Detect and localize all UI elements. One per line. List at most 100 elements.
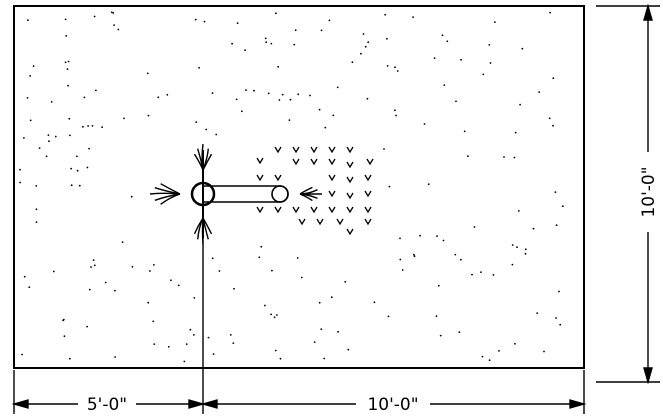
flow-arrow-marker bbox=[364, 218, 372, 226]
stipple-dot bbox=[399, 258, 402, 261]
stipple-dot bbox=[412, 16, 414, 18]
stipple-dot bbox=[436, 235, 438, 238]
stipple-dot bbox=[258, 256, 261, 259]
stipple-dot bbox=[460, 258, 462, 261]
stipple-dot bbox=[388, 185, 391, 188]
crack-line bbox=[202, 153, 213, 171]
stipple-dot bbox=[555, 224, 558, 227]
stipple-dot bbox=[318, 108, 321, 111]
arrow-mid-right bbox=[200, 399, 218, 409]
stipple-dot bbox=[177, 284, 180, 287]
stipple-dot bbox=[88, 147, 90, 150]
stipple-dot bbox=[328, 19, 331, 22]
stipple-dot bbox=[264, 37, 267, 40]
flow-arrow-marker bbox=[346, 228, 354, 236]
stipple-dot bbox=[516, 246, 518, 249]
stipple-dot bbox=[524, 248, 527, 251]
stipple-dot bbox=[35, 185, 38, 187]
stipple-dot bbox=[460, 58, 462, 61]
stipple-dot bbox=[518, 210, 520, 212]
stipple-dot bbox=[26, 97, 29, 99]
stipple-dot bbox=[423, 123, 426, 125]
flow-arrow-marker bbox=[366, 158, 374, 166]
flow-arrow-marker bbox=[364, 174, 372, 182]
stipple-dot bbox=[443, 84, 446, 86]
stipple-dot bbox=[419, 234, 421, 237]
crack-line bbox=[299, 193, 313, 202]
right-dimension bbox=[596, 3, 660, 385]
stipple-dot bbox=[503, 156, 505, 158]
stipple-dot bbox=[324, 126, 327, 129]
stipple-dot bbox=[511, 244, 514, 246]
stipple-dot bbox=[439, 334, 442, 337]
flow-arrow-marker bbox=[328, 158, 336, 166]
stipple-dot bbox=[480, 271, 482, 273]
stipple-dot bbox=[86, 325, 88, 328]
stipple-dot bbox=[167, 345, 170, 348]
flow-arrow-marker bbox=[346, 192, 354, 200]
stipple-dot bbox=[189, 328, 192, 331]
stipple-dot bbox=[373, 301, 376, 304]
arrow-top bbox=[643, 3, 653, 21]
stipple-dot bbox=[320, 328, 323, 330]
stipple-dot bbox=[76, 169, 79, 172]
stipple-dot bbox=[68, 117, 71, 120]
stipple-dot bbox=[91, 125, 94, 127]
stipple-dot bbox=[69, 357, 71, 360]
stipple-dot bbox=[277, 65, 280, 68]
stipple-dot bbox=[229, 334, 232, 336]
stipple-dot bbox=[559, 323, 562, 326]
stipple-dot bbox=[19, 181, 21, 184]
crack-line bbox=[160, 183, 181, 195]
stipple-dot bbox=[273, 316, 276, 319]
stipple-dot bbox=[558, 290, 560, 293]
stipple-dot bbox=[433, 57, 436, 59]
stipple-dot bbox=[90, 266, 92, 268]
flow-arrow-markers bbox=[256, 146, 374, 236]
stipple-dot bbox=[244, 49, 247, 52]
stipple-dot bbox=[92, 259, 95, 261]
bottom-dimension bbox=[11, 238, 587, 414]
stipple-dot bbox=[87, 125, 89, 127]
dimension-label-right: 10'-0" bbox=[639, 166, 659, 217]
stipple-dot bbox=[467, 155, 469, 158]
flow-arrow-marker bbox=[292, 146, 300, 154]
stipple-dot bbox=[548, 117, 551, 120]
stipple-dot bbox=[387, 315, 390, 318]
crack-line bbox=[201, 143, 204, 171]
stipple-dot bbox=[48, 140, 50, 143]
flow-arrow-marker bbox=[328, 206, 336, 214]
stipple-dot bbox=[514, 342, 516, 345]
stipple-dot bbox=[427, 183, 430, 186]
stipple-dot bbox=[538, 91, 541, 93]
stipple-dot bbox=[275, 12, 277, 15]
stipple-dot bbox=[45, 155, 48, 158]
stipple-dot bbox=[347, 348, 350, 351]
stipple-dot bbox=[271, 269, 273, 272]
stipple-dot bbox=[245, 89, 247, 91]
stipple-dot bbox=[35, 221, 38, 224]
stipple-dot bbox=[344, 280, 347, 283]
arrow-mid-left bbox=[188, 399, 206, 409]
stipple-dot bbox=[489, 62, 492, 64]
stipple-dot bbox=[396, 70, 399, 72]
stipple-dot bbox=[104, 281, 107, 284]
stipple-dot bbox=[93, 264, 96, 267]
stipple-dot bbox=[481, 355, 484, 358]
stipple-dot bbox=[65, 35, 68, 37]
stipple-dot bbox=[362, 33, 365, 35]
stipple-dot bbox=[121, 241, 124, 244]
stipple-dot bbox=[270, 42, 273, 45]
stipple-dot bbox=[64, 18, 67, 21]
stipple-dot bbox=[147, 114, 150, 117]
flow-arrow-marker bbox=[316, 218, 324, 226]
stipple-dot bbox=[296, 257, 299, 259]
stipple-dot bbox=[193, 297, 196, 299]
stipple-dot bbox=[131, 265, 134, 268]
flow-arrow-marker bbox=[328, 190, 336, 198]
flow-arrow-marker bbox=[364, 206, 372, 214]
stipple-dot bbox=[170, 279, 172, 282]
stipple-dot bbox=[494, 21, 496, 23]
stipple-dot bbox=[50, 101, 53, 103]
